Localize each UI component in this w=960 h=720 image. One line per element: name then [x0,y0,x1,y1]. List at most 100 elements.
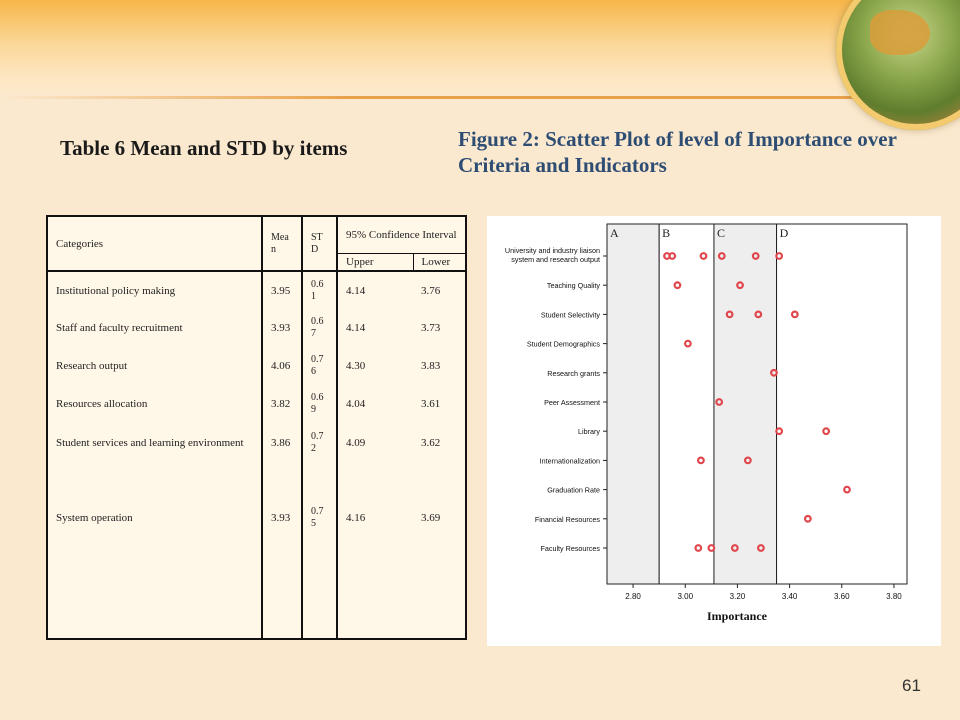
cell-upper: 4.14 [346,322,366,334]
cell-mean: 4.06 [262,347,303,385]
scatter-point [715,398,724,406]
cell-lower: 3.62 [421,437,441,449]
scatter-plot-svg: A B C D University and industry liaisonsyst… [505,223,908,623]
scatter-point [668,252,677,260]
scatter-point [736,281,744,290]
category-label: Peer Assessment [544,398,600,407]
cell-upper: 4.04 [346,398,366,410]
scatter-point [697,456,705,465]
scatter-point [673,281,682,290]
cell-upper: 4.16 [346,512,366,524]
page-number: 61 [902,676,921,695]
header-banner [0,0,960,100]
cell-std: 0.7 2 [302,423,338,463]
header-categories: Categories [48,217,263,272]
cell-std: 0.7 6 [302,347,338,385]
x-tick-label: 3.00 [677,592,693,601]
cell-mean: 3.86 [262,423,303,463]
globe-land-icon [870,10,930,55]
zone-band [776,223,908,585]
cell-category: Staff and faculty recruitment [48,309,263,347]
scatter-point [803,514,812,523]
table-row: Resources allocation 3.82 0.6 9 4.04 3.6… [48,385,465,423]
category-label: Library [578,427,600,436]
cell-upper: 4.30 [346,360,366,372]
zone-band [606,223,660,585]
header-ci: 95% Confidence Interval [337,217,465,254]
category-label: Graduation Rate [547,486,600,495]
x-tick-label: 3.80 [886,592,902,601]
cell-category: Resources allocation [48,385,263,423]
zone-label: C [717,226,725,240]
cell-mean: 3.82 [262,385,303,423]
category-label: Faculty Resources [540,544,600,553]
scatter-point [725,310,734,319]
scatter-point [775,427,784,436]
zone-band [658,223,715,585]
scatter-point [699,252,708,260]
cell-std: 0.6 7 [302,309,338,347]
scatter-point [843,485,851,494]
category-label: University and industry liaison [505,246,600,255]
header-divider [0,96,870,99]
category-label: system and research output [511,255,600,264]
cell-lower: 3.61 [421,398,441,410]
category-label: Internationalization [540,456,600,465]
zone-label: D [780,226,789,240]
cell-category: Student services and learning environmen… [48,423,263,463]
scatter-point [694,544,703,552]
cell-mean: 3.93 [262,463,303,573]
zone-label: B [662,226,670,240]
category-label: Research grants [547,369,600,378]
cell-upper: 4.14 [346,284,366,297]
x-tick-label: 3.60 [834,592,850,601]
cell-category: Research output [48,347,263,385]
cell-mean: 3.93 [262,309,303,347]
cell-lower: 3.76 [421,284,441,297]
scatter-point [822,427,831,436]
table-row: System operation 3.93 0.7 5 4.16 3.69 [48,463,465,573]
scatter-point [775,252,784,260]
scatter-point [751,252,760,260]
cell-category: Institutional policy making [48,271,263,309]
table-row: Research output 4.06 0.7 6 4.30 3.83 [48,347,465,385]
category-label: Student Selectivity [541,310,601,319]
scatter-point [730,544,739,552]
figure-title: Figure 2: Scatter Plot of level of Impor… [458,127,897,177]
category-label: Teaching Quality [547,281,601,290]
category-label: Student Demographics [527,340,601,349]
scatter-point [683,339,692,348]
table-row-spacer [48,573,465,638]
x-axis-title: Importance [707,609,768,623]
header-upper: Upper [337,253,414,272]
table-row: Staff and faculty recruitment 3.93 0.6 7… [48,309,465,347]
mean-std-table: Categories Mea n ST D 95% Confidence Int… [46,215,467,640]
zone-band [713,223,778,585]
header-mean: Mea n [262,217,303,272]
cell-mean: 3.95 [262,271,303,309]
x-tick-label: 3.40 [782,592,798,601]
header-std: ST D [302,217,338,272]
scatter-chart: A B C D University and industry liaison syst… [487,216,941,646]
scatter-point [743,456,752,465]
scatter-point [790,310,799,319]
cell-lower: 3.83 [421,360,441,372]
cell-std: 0.6 1 [302,271,338,309]
table-row: Student services and learning environmen… [48,423,465,463]
table-title: Table 6 Mean and STD by items [60,136,348,160]
cell-category: System operation [48,463,263,573]
scatter-point [717,252,726,260]
cell-lower: 3.73 [421,322,441,334]
header-lower: Lower [413,253,465,272]
zone-label: A [610,226,619,240]
scatter-point [707,544,716,552]
x-tick-label: 2.80 [625,592,641,601]
cell-upper: 4.09 [346,437,366,449]
x-tick-label: 3.20 [730,592,746,601]
cell-std: 0.7 5 [302,463,338,573]
scatter-point [770,368,778,377]
scatter-point [754,310,763,319]
cell-lower: 3.69 [421,512,441,524]
scatter-point [757,544,765,552]
cell-std: 0.6 9 [302,385,338,423]
